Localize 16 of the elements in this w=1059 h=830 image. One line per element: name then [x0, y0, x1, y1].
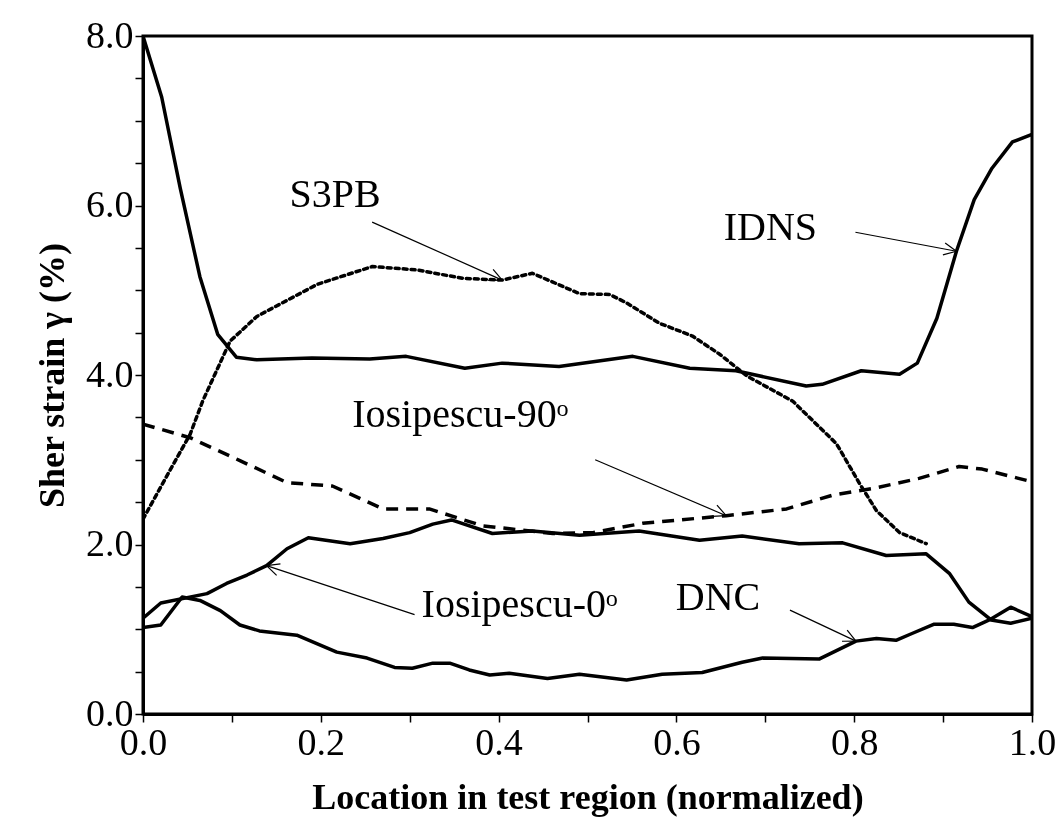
x-tick-label: 0.8 [830, 720, 879, 763]
x-tick-label: 0.4 [475, 720, 523, 763]
y-tick-label: 4.0 [86, 352, 134, 395]
annotation: DNC [675, 574, 761, 620]
y-tick-label: 2.0 [86, 522, 134, 564]
x-tick-label: 0.6 [653, 720, 701, 763]
annotation: S3PB [289, 171, 381, 217]
x-tick-label: 1.0 [1008, 720, 1057, 763]
x-axis-title: Location in test region (normalized) [312, 776, 864, 817]
y-axis-title: Sher strain γ (%) [32, 242, 72, 509]
y-tick-label: 8.0 [86, 13, 134, 56]
x-tick-label: 0.2 [297, 720, 346, 763]
y-tick-label: 6.0 [86, 183, 134, 225]
annotation: IDNS [723, 204, 818, 250]
annotation: Iosipescu-90ᵒ [352, 390, 569, 436]
annotation: Iosipescu-0ᵒ [421, 580, 618, 626]
